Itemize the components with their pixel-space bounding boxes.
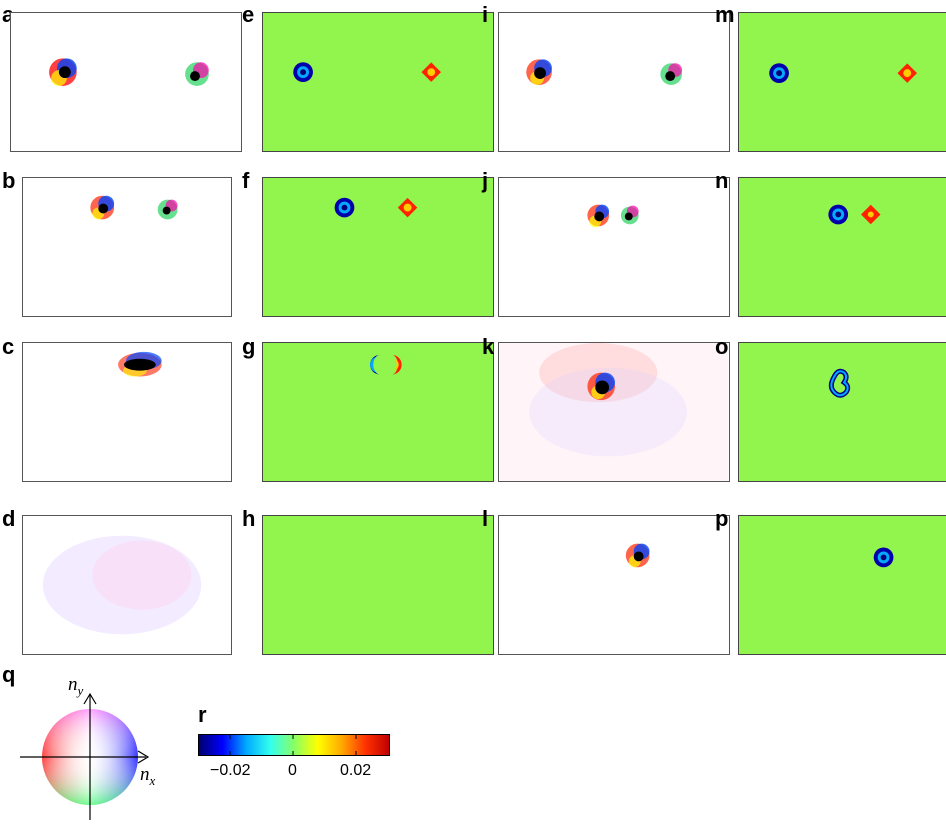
- nx-axis-label: nx: [140, 764, 156, 788]
- density-map-m: [769, 63, 917, 83]
- colorbar: −0.02 0 0.02: [198, 734, 390, 790]
- colorbar-gradient: [198, 734, 390, 756]
- panel-g: [262, 342, 494, 482]
- density-map-f: [334, 197, 418, 218]
- colorbar-ticks: [229, 735, 357, 755]
- density-map-o: [828, 368, 851, 398]
- panel-o: [738, 342, 946, 482]
- panel-label-g: g: [242, 334, 256, 359]
- panel-label-n: n: [715, 168, 729, 193]
- density-map-n: [828, 204, 881, 225]
- panel-label-l: l: [482, 506, 489, 531]
- panel-d: [22, 515, 232, 655]
- panel-label-h: h: [242, 506, 256, 531]
- panel-label-e: e: [242, 2, 255, 27]
- panel-label-k: k: [482, 334, 495, 359]
- skyrmion-pair-texture-a: [49, 58, 209, 86]
- panel-b: [22, 177, 232, 317]
- skyrmion-pair-texture-b: [90, 195, 178, 220]
- merging-pair-texture-c: [118, 351, 162, 377]
- skyrmion-pair-texture-i: [526, 59, 683, 85]
- panel-label-m: m: [715, 2, 735, 27]
- single-skyrmion-texture-l: [625, 543, 650, 568]
- panel-a: [10, 12, 242, 152]
- panel-c: [22, 342, 232, 482]
- panel-i: [498, 12, 730, 152]
- panel-label-i: i: [482, 2, 489, 27]
- panel-label-q: q: [2, 662, 16, 687]
- vortex-right: [185, 62, 209, 86]
- uniform-texture-d: [42, 535, 202, 635]
- panel-label-o: o: [715, 334, 729, 359]
- colorbar-tick-zero: 0: [288, 762, 297, 779]
- panel-f: [262, 177, 494, 317]
- panel-k: [498, 342, 730, 482]
- vortex-left: [49, 58, 77, 86]
- panel-l: [498, 515, 730, 655]
- color-wheel: [20, 692, 150, 820]
- skyrmion-pair-texture-j: [587, 204, 639, 228]
- panel-n: [738, 177, 946, 317]
- panel-label-d: d: [2, 506, 16, 531]
- panel-h: [262, 515, 494, 655]
- panel-label-p: p: [715, 506, 729, 531]
- density-map-p: [873, 547, 894, 568]
- panel-label-b: b: [2, 168, 16, 193]
- color-wheel-legend: ny nx: [20, 674, 170, 822]
- ny-axis-label: ny: [68, 674, 84, 698]
- colorbar-tick-neg: −0.02: [210, 762, 251, 779]
- panel-label-c: c: [2, 334, 15, 359]
- annihilation-texture-k: [499, 343, 729, 481]
- panel-label-j: j: [482, 168, 489, 193]
- panel-e: [262, 12, 494, 152]
- panel-m: [738, 12, 946, 152]
- panel-p: [738, 515, 946, 655]
- panel-label-r: r: [198, 702, 207, 727]
- panel-j: [498, 177, 730, 317]
- panel-label-f: f: [242, 168, 250, 193]
- density-map-g: [370, 354, 402, 375]
- density-map-e: [293, 62, 441, 82]
- colorbar-tick-pos: 0.02: [340, 762, 372, 779]
